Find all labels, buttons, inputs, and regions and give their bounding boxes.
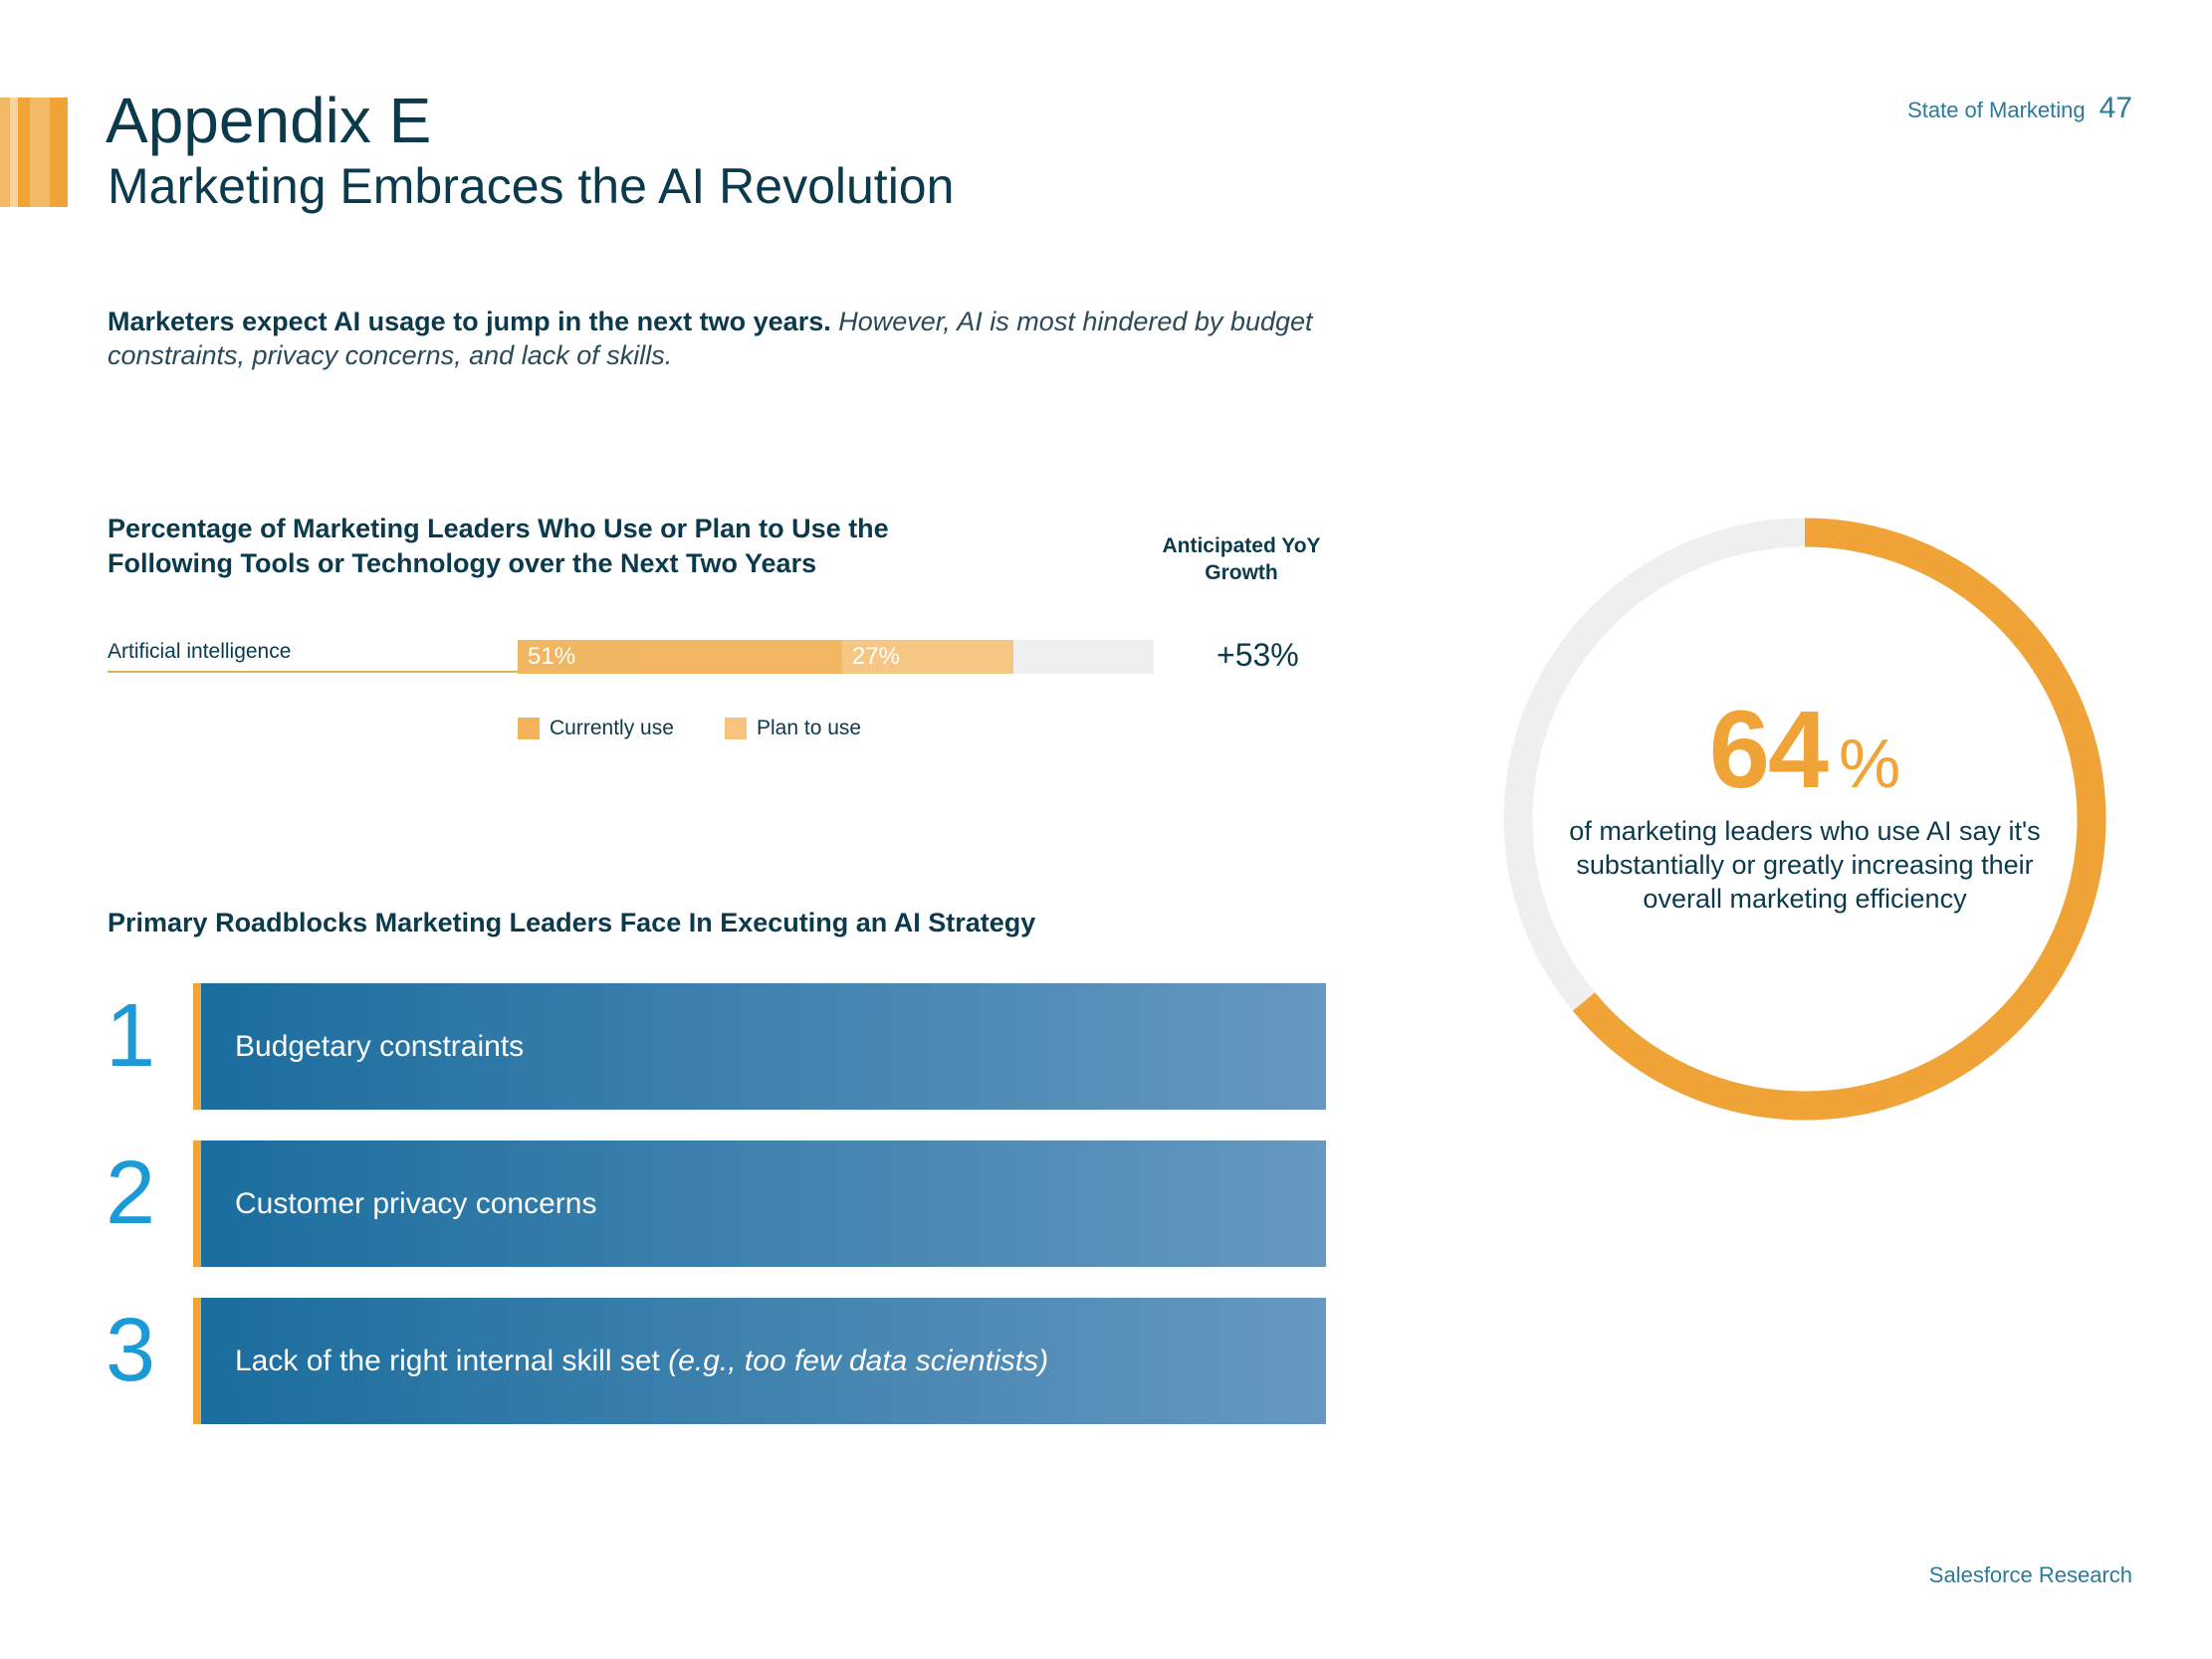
legend-label: Currently use bbox=[550, 717, 674, 739]
legend-item-plan-to-use: Plan to use bbox=[725, 717, 861, 740]
roadblock-item: Lack of the right internal skill set (e.… bbox=[193, 1298, 1326, 1424]
rank-number: 2 bbox=[106, 1143, 156, 1243]
roadblock-text: Budgetary constraints bbox=[235, 1030, 525, 1063]
footer-source: Salesforce Research bbox=[1928, 1562, 2132, 1587]
rank-number: 3 bbox=[106, 1301, 156, 1400]
donut-caption: of marketing leaders who use AI say it's… bbox=[1569, 816, 2041, 914]
bar-label-currently-use: 51% bbox=[528, 643, 576, 670]
bar-track: 51% 27% bbox=[518, 640, 1154, 674]
publication-name: State of Marketing bbox=[1907, 98, 2086, 122]
page-subtitle: Marketing Embraces the AI Revolution bbox=[108, 158, 955, 214]
decorative-stripes bbox=[0, 98, 68, 207]
roadblock-item: Budgetary constraints bbox=[193, 983, 1326, 1110]
category-underline bbox=[108, 671, 518, 673]
growth-column-header: Anticipated YoY Growth bbox=[1162, 534, 1321, 584]
donut-chart bbox=[1503, 518, 2106, 1121]
legend-item-currently-use: Currently use bbox=[518, 717, 674, 740]
growth-value: +53% bbox=[1217, 637, 1299, 673]
running-header: State of Marketing 47 bbox=[1907, 92, 2132, 125]
bar-category-label: Artificial intelligence bbox=[108, 640, 292, 663]
donut-slice-64 bbox=[1503, 518, 2106, 1121]
roadblock-text: Customer privacy concerns bbox=[235, 1187, 597, 1220]
roadblock-text: Lack of the right internal skill set bbox=[235, 1345, 660, 1377]
roadblock-note: (e.g., too few data scientists) bbox=[668, 1345, 1049, 1377]
intro-text: Marketers expect AI usage to jump in the… bbox=[108, 305, 1402, 372]
intro-bold: Marketers expect AI usage to jump in the… bbox=[108, 307, 831, 336]
legend-swatch bbox=[725, 718, 747, 739]
legend-label: Plan to use bbox=[757, 717, 862, 739]
donut-center-stat: 64% bbox=[1506, 687, 2103, 813]
stat-unit: % bbox=[1839, 725, 1901, 802]
rank-number: 1 bbox=[106, 986, 156, 1086]
roadblock-item: Customer privacy concerns bbox=[193, 1141, 1326, 1267]
intro-italic: However, AI is most hindered by budget c… bbox=[108, 307, 1313, 370]
page-title: Appendix E bbox=[106, 85, 432, 156]
stat-value: 64 bbox=[1708, 689, 1829, 811]
bar-plan-to-use: 27% bbox=[841, 640, 1014, 674]
roadblocks-title: Primary Roadblocks Marketing Leaders Fac… bbox=[108, 908, 1036, 937]
bar-chart-title: Percentage of Marketing Leaders Who Use … bbox=[108, 514, 889, 578]
bar-label-plan-to-use: 27% bbox=[851, 643, 900, 670]
bar-currently-use: 51% bbox=[518, 640, 842, 674]
page-number: 47 bbox=[2099, 92, 2132, 124]
legend-swatch bbox=[518, 718, 540, 739]
